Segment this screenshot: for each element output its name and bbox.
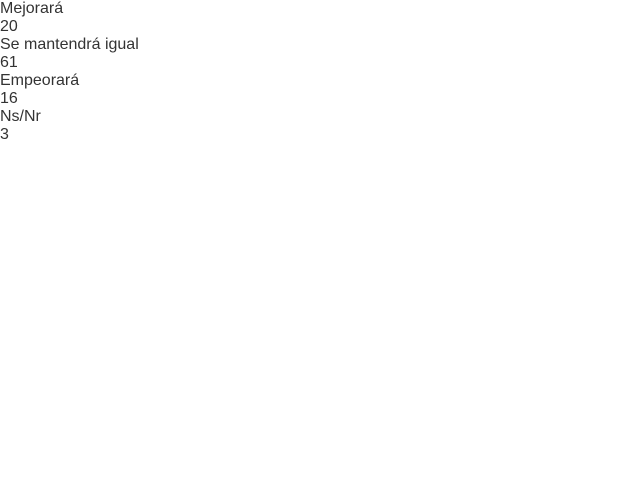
value-label: 61 (0, 54, 18, 71)
category-text: Empeorará (0, 72, 80, 89)
category-label: Empeorará (0, 72, 641, 90)
category-label: Ns/Nr (0, 108, 641, 126)
category-label: Se mantendrá igual (0, 36, 641, 54)
value-label: 3 (0, 126, 9, 143)
value-label: 16 (0, 90, 18, 107)
category-text: Se mantendrá igual (0, 36, 139, 53)
category-label: Mejorará (0, 0, 641, 18)
category-text: Ns/Nr (0, 108, 41, 125)
value-label: 20 (0, 18, 18, 35)
category-text: Mejorará (0, 0, 64, 17)
